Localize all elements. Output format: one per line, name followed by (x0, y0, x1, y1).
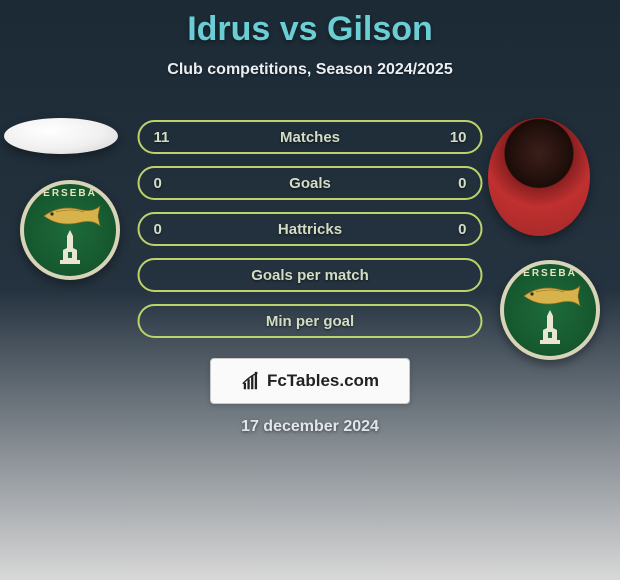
stat-value-left: 11 (154, 129, 170, 146)
comparison-stats: 11 Matches 10 0 Goals 0 0 Hattricks 0 Go… (138, 120, 483, 350)
fctables-icon (241, 370, 263, 392)
club-monument-icon (57, 230, 83, 266)
brand-badge: FcTables.com (210, 358, 410, 404)
stat-row: 0 Hattricks 0 (138, 212, 483, 246)
stat-value-left: 0 (154, 221, 162, 238)
stat-value-right: 10 (450, 129, 467, 146)
stat-label: Hattricks (278, 221, 342, 238)
stat-label: Matches (280, 129, 340, 146)
stat-row: 0 Goals 0 (138, 166, 483, 200)
brand-text: FcTables.com (267, 371, 379, 391)
stat-row: 11 Matches 10 (138, 120, 483, 154)
stat-row: Goals per match (138, 258, 483, 292)
stat-value-right: 0 (458, 221, 466, 238)
club-arc-text: ERSEBA (523, 268, 577, 279)
player-left-avatar (4, 118, 118, 154)
club-logo-left: ERSEBA (20, 180, 120, 280)
date-label: 17 december 2024 (0, 418, 620, 436)
club-monument-icon (537, 310, 563, 346)
club-fish-icon (42, 204, 102, 228)
stat-value-left: 0 (154, 175, 162, 192)
player-right-avatar (488, 118, 590, 236)
page-title: Idrus vs Gilson (0, 0, 620, 49)
club-logo-right: ERSEBA (500, 260, 600, 360)
stat-row: Min per goal (138, 304, 483, 338)
club-fish-icon (522, 284, 582, 308)
stat-value-right: 0 (458, 175, 466, 192)
stat-label: Goals (289, 175, 331, 192)
stat-label: Goals per match (251, 267, 369, 284)
stat-label: Min per goal (266, 313, 354, 330)
club-arc-text: ERSEBA (43, 188, 97, 199)
page-subtitle: Club competitions, Season 2024/2025 (0, 61, 620, 79)
